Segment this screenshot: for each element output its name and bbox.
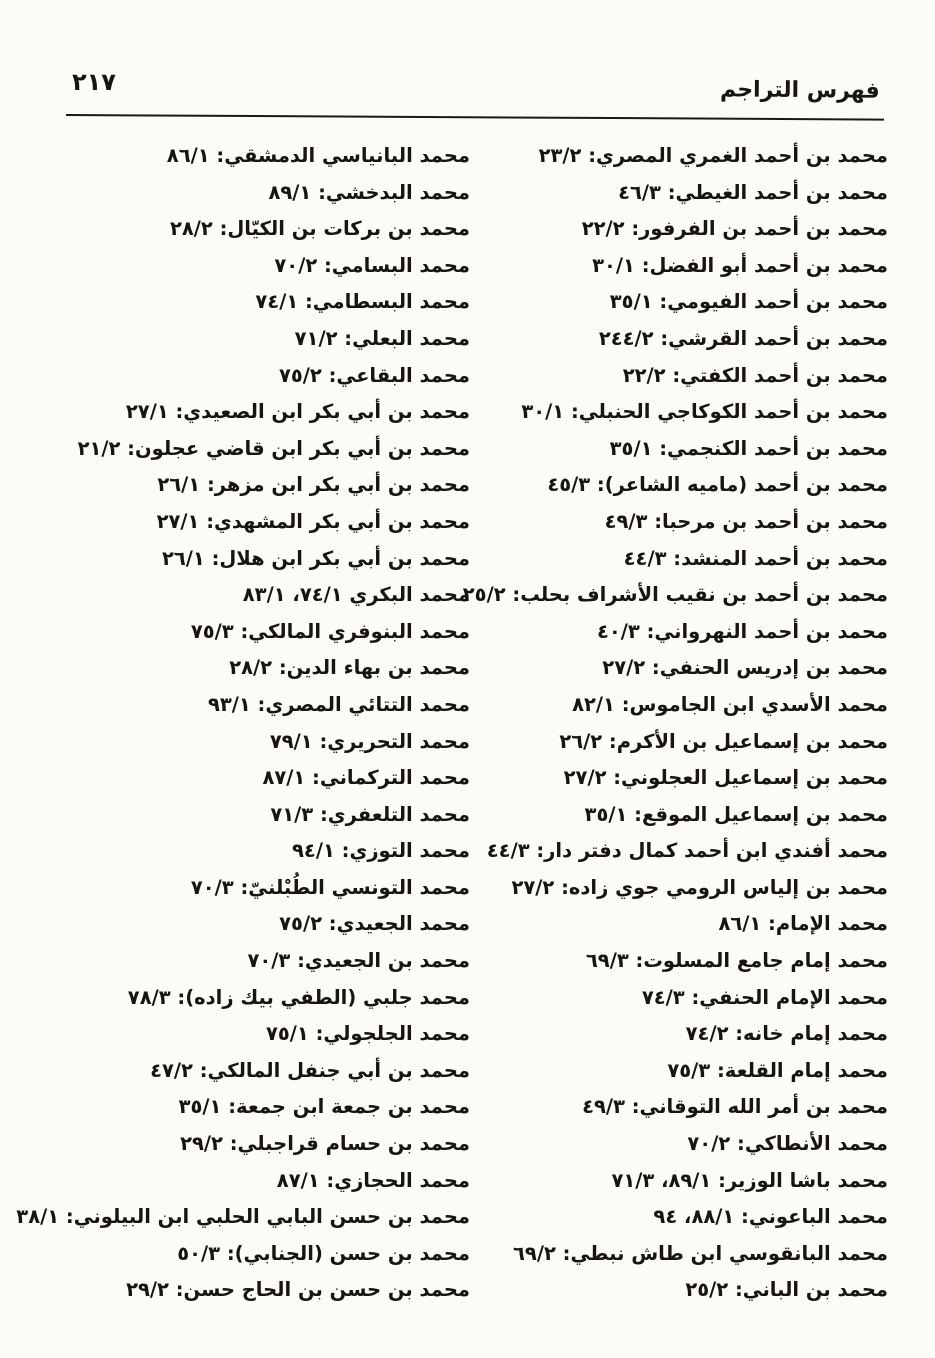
index-entry: محمد إمام القلعة: ٧٥/٣ <box>667 1058 888 1082</box>
index-entry: محمد التحريري: ٧٩/١ <box>269 729 470 753</box>
index-entry: محمد البكري ٧٤/١، ٨٣/١ <box>242 583 470 607</box>
index-entry: محمد بن إسماعيل الموقع: ٣٥/١ <box>584 802 888 826</box>
index-entry: محمد الإمام الحنفي: ٧٤/٣ <box>641 985 888 1009</box>
index-entry: محمد الحجازي: ٨٧/١ <box>276 1168 470 1192</box>
index-entry: محمد التوزي: ٩٤/١ <box>292 839 470 863</box>
index-entry: محمد بن أبي بكر ابن مزهر: ٢٦/١ <box>157 473 470 497</box>
index-entry: محمد بن أبي جنفل المالكي: ٤٧/٢ <box>150 1058 470 1082</box>
index-entry: محمد بن جمعة ابن جمعة: ٣٥/١ <box>178 1095 470 1119</box>
index-entry: محمد جلبي (الطفي بيك زاده): ٧٨/٣ <box>127 985 470 1009</box>
index-entry: محمد بن إسماعيل بن الأكرم: ٢٦/٢ <box>559 729 888 753</box>
index-entry: محمد بن أحمد الكنجمي: ٣٥/١ <box>609 436 888 460</box>
index-entry: محمد بن أحمد المنشد: ٤٤/٣ <box>623 546 888 570</box>
page-title: فهرس التراجم <box>720 77 881 104</box>
index-entry: محمد بن إسماعيل العجلوني: ٢٧/٢ <box>563 766 888 790</box>
index-entry: محمد التونسي الطُبْلنيّ: ٧٠/٣ <box>190 875 470 899</box>
index-entry: محمد بن إلياس الرومي جوي زاده: ٢٧/٢ <box>511 875 888 899</box>
index-entry: محمد بن أبي بكر ابن الصعيدي: ٢٧/١ <box>125 400 470 424</box>
index-entry: محمد بن حسن بن الحاج حسن: ٢٩/٢ <box>126 1278 470 1302</box>
index-entry: محمد إمام جامع المسلوت: ٦٩/٣ <box>585 949 888 973</box>
index-entry: محمد الأنطاكي: ٧٠/٢ <box>687 1132 888 1156</box>
index-entry: محمد بن أحمد الغمري المصري: ٢٣/٢ <box>538 144 888 167</box>
index-entry: محمد الجعيدي: ٧٥/٢ <box>279 912 470 936</box>
index-entry: محمد البقاعي: ٧٥/٢ <box>278 363 470 387</box>
index-entry: محمد بن حسن (الجنابي): ٥٠/٣ <box>177 1241 470 1265</box>
index-entry: محمد الباعوني: ٨٨/١، ٩٤ <box>653 1205 888 1229</box>
index-entry: محمد بن بركات بن الكيّال: ٢٨/٢ <box>169 217 470 241</box>
index-entry: محمد بن أحمد بن الفرفور: ٢٢/٢ <box>581 217 888 241</box>
index-entry: محمد البانياسي الدمشقي: ٨٦/١ <box>166 144 470 167</box>
index-entry: محمد البعلي: ٧١/٢ <box>294 326 470 350</box>
index-entry: محمد بن أبي بكر المشهدي: ٢٧/١ <box>156 509 470 533</box>
index-entry: محمد بن الباني: ٢٥/٢ <box>685 1278 888 1302</box>
index-entry: محمد الأسدي ابن الجاموس: ٨٢/١ <box>572 692 888 716</box>
index-entry: محمد إمام خانه: ٧٤/٢ <box>685 1022 888 1046</box>
page-number: ٢١٧ <box>72 68 116 96</box>
index-entry: محمد أفندي ابن أحمد كمال دفتر دار: ٤٤/٣ <box>486 839 888 863</box>
index-entry: محمد بن إدريس الحنفي: ٢٧/٢ <box>602 656 888 680</box>
index-entry: محمد بن أحمد بن نقيب الأشراف بحلب: ٢٥/٢ <box>462 583 888 607</box>
index-entry: محمد بن أحمد النهرواني: ٤٠/٣ <box>596 619 888 643</box>
index-entry: محمد بن الجعيدي: ٧٠/٣ <box>247 949 471 973</box>
index-entry: محمد البنوفري المالكي: ٧٥/٣ <box>190 619 470 643</box>
index-entry: محمد بن أبي بكر ابن هلال: ٢٦/١ <box>161 546 470 570</box>
index-entry: محمد بن أبي بكر ابن قاضي عجلون: ٢١/٢ <box>77 436 470 460</box>
index-entry: محمد بن أحمد أبو الفضل: ٣٠/١ <box>592 253 888 277</box>
index-entry: محمد بن أمر الله التوقاني: ٤٩/٣ <box>582 1095 888 1119</box>
index-entry: محمد بن بهاء الدين: ٢٨/٢ <box>229 656 470 680</box>
index-entry: محمد البسامي: ٧٠/٢ <box>274 253 470 277</box>
index-column-right: محمد بن أحمد الغمري المصري: ٢٣/٢ محمد بن … <box>462 138 888 1309</box>
index-entry: محمد الجلجولي: ٧٥/١ <box>265 1022 470 1046</box>
index-entry: محمد بن حسام قراجبلي: ٢٩/٢ <box>180 1132 470 1156</box>
index-entry: محمد بن أحمد الكوكاجي الحنبلي: ٣٠/١ <box>521 400 888 424</box>
index-entry: محمد الإمام: ٨٦/١ <box>718 912 888 936</box>
index-entry: محمد التلعفري: ٧١/٣ <box>270 802 470 826</box>
index-column-left: محمد البانياسي الدمشقي: ٨٦/١ محمد البدخشي… <box>16 138 471 1309</box>
index-entry: محمد بن أحمد بن مرحبا: ٤٩/٣ <box>604 509 888 533</box>
header-divider <box>65 114 884 121</box>
index-entry: محمد بن أحمد (ماميه الشاعر): ٤٥/٣ <box>547 473 888 497</box>
index-entry: محمد بن أحمد الكفتي: ٢٢/٢ <box>622 363 888 387</box>
index-entry: محمد التركماني: ٨٧/١ <box>262 766 470 790</box>
index-entry: محمد بن حسن البابي الحلبي ابن البيلوني: … <box>16 1205 470 1229</box>
index-entry: محمد البدخشي: ٨٩/١ <box>268 180 470 204</box>
index-entry: محمد البانقوسي ابن طاش نبطي: ٦٩/٢ <box>513 1241 888 1265</box>
index-entry: محمد بن أحمد القرشي: ٢٤٤/٢ <box>598 326 888 350</box>
index-entry: محمد التتائي المصري: ٩٣/١ <box>207 692 470 716</box>
index-entry: محمد بن أحمد الغيطي: ٤٦/٣ <box>618 180 888 204</box>
index-entry: محمد بن أحمد الفيومي: ٣٥/١ <box>609 290 888 314</box>
index-entry: محمد البسطامي: ٧٤/١ <box>255 290 470 314</box>
index-entry: محمد باشا الوزير: ٨٩/١، ٧١/٣ <box>611 1168 888 1192</box>
